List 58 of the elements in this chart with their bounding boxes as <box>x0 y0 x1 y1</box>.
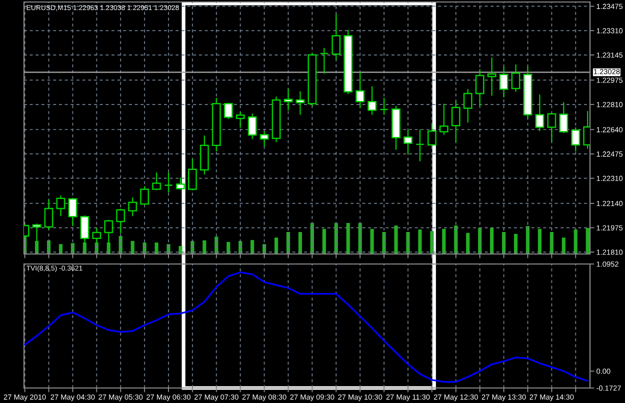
candlestick <box>547 112 556 142</box>
bar <box>178 246 182 254</box>
candlestick <box>499 66 508 98</box>
candlestick <box>320 48 329 74</box>
candlestick <box>236 112 245 128</box>
bar <box>370 228 374 254</box>
candlestick <box>44 199 54 230</box>
candlestick <box>475 69 484 106</box>
candlestick <box>140 186 149 206</box>
bar <box>154 242 158 254</box>
candlestick <box>380 98 388 115</box>
candlestick <box>56 195 66 216</box>
candlestick <box>368 86 377 115</box>
candlestick <box>248 114 257 139</box>
bar <box>274 238 278 254</box>
candlestick <box>404 130 412 154</box>
bar <box>394 225 398 254</box>
candlestick <box>559 102 568 134</box>
bar <box>514 234 518 254</box>
candlestick <box>451 101 460 142</box>
candlestick <box>571 127 580 152</box>
bar <box>406 232 410 254</box>
bar <box>466 232 470 254</box>
bar <box>562 238 566 254</box>
candlestick <box>427 124 436 146</box>
candlestick <box>152 172 161 190</box>
candlestick <box>511 64 520 92</box>
candlestick <box>164 172 173 192</box>
bar <box>298 232 302 254</box>
candlestick <box>284 88 293 110</box>
candlestick <box>188 158 197 190</box>
bar <box>346 223 350 254</box>
candlestick <box>260 131 269 146</box>
bar <box>586 228 590 254</box>
bar <box>490 228 494 254</box>
bar <box>442 228 446 254</box>
candlestick <box>116 208 126 234</box>
candlestick <box>535 94 544 132</box>
candlestick <box>332 14 341 60</box>
bar <box>322 228 326 254</box>
candlestick <box>296 91 305 115</box>
candlestick <box>416 130 424 162</box>
bar <box>250 240 254 254</box>
bar <box>202 240 206 254</box>
candlestick <box>128 197 138 216</box>
bar <box>130 240 134 254</box>
candlestick <box>439 104 448 135</box>
candlestick <box>356 72 365 108</box>
candlestick <box>68 198 78 226</box>
bar <box>166 244 170 254</box>
bar <box>538 228 542 254</box>
candlestick <box>487 58 496 96</box>
candlestick <box>224 102 233 120</box>
bar <box>418 230 422 254</box>
candlestick <box>463 88 472 123</box>
bar <box>142 242 146 254</box>
bar <box>382 232 386 254</box>
line-series <box>24 272 588 383</box>
